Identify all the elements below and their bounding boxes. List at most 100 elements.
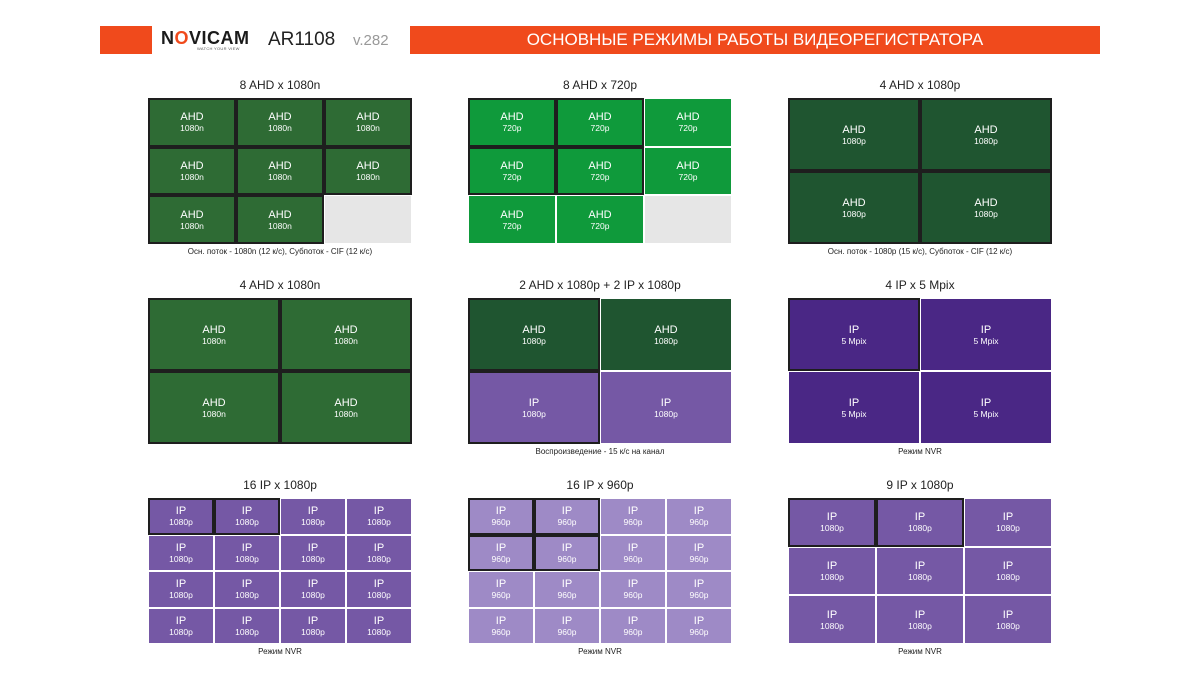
channel-grid: AHD 1080p AHD 1080p AHD 1080p AHD 1080p bbox=[788, 98, 1052, 244]
channel-cell: AHD 1080n bbox=[324, 146, 412, 196]
channel-resolution: 1080p bbox=[996, 523, 1020, 534]
channel-type: IP bbox=[241, 614, 253, 627]
channel-cell: AHD 1080n bbox=[148, 298, 280, 371]
channel-type: IP bbox=[693, 541, 705, 554]
channel-type: AHD bbox=[974, 196, 998, 209]
channel-type: IP bbox=[826, 559, 838, 572]
channel-resolution: 5 Mpix bbox=[841, 408, 867, 419]
empty-channel-cell bbox=[325, 196, 411, 243]
channel-type: IP bbox=[561, 578, 573, 591]
channel-resolution: 1080p bbox=[169, 517, 193, 528]
channel-cell: AHD 720p bbox=[645, 99, 731, 146]
channel-cell: IP 960p bbox=[667, 535, 731, 570]
channel-resolution: 960p bbox=[491, 626, 511, 637]
channel-resolution: 960p bbox=[623, 553, 643, 564]
channel-type: AHD bbox=[268, 111, 292, 124]
channel-type: IP bbox=[241, 541, 253, 554]
channel-type: IP bbox=[627, 541, 639, 554]
channel-type: AHD bbox=[500, 159, 524, 172]
channel-cell: IP 5 Mpix bbox=[788, 298, 920, 371]
channel-resolution: 1080n bbox=[334, 335, 358, 346]
channel-cell: AHD 720p bbox=[556, 98, 644, 147]
channel-resolution: 960p bbox=[491, 553, 511, 564]
channel-type: IP bbox=[561, 541, 573, 554]
channel-type: AHD bbox=[974, 123, 998, 136]
channel-cell: IP 1080p bbox=[347, 608, 411, 643]
channel-resolution: 1080p bbox=[974, 135, 998, 146]
panel-caption: Осн. поток - 1080n (12 к/с), Субпоток - … bbox=[187, 247, 373, 256]
channel-type: IP bbox=[307, 578, 319, 591]
channel-grid: IP 1080p IP 1080p IP 1080p IP 1080p IP 1080p IP 108… bbox=[788, 498, 1051, 643]
channel-cell: AHD 1080n bbox=[280, 371, 412, 444]
channel-type: IP bbox=[175, 614, 187, 627]
channel-type: IP bbox=[175, 578, 187, 591]
channel-type: IP bbox=[914, 559, 926, 572]
channel-resolution: 1080p bbox=[842, 208, 866, 219]
channel-type: IP bbox=[1002, 608, 1014, 621]
channel-grid: AHD 1080p AHD 1080p IP 1080p IP 1080p bbox=[468, 298, 731, 444]
channel-resolution: 720p bbox=[590, 123, 610, 134]
channel-type: IP bbox=[914, 608, 926, 621]
channel-cell: AHD 1080p bbox=[788, 98, 920, 171]
channel-cell: AHD 720p bbox=[645, 147, 731, 195]
channel-type: IP bbox=[307, 505, 319, 518]
channel-resolution: 1080p bbox=[301, 626, 325, 637]
panel-title: 8 AHD x 720p bbox=[562, 78, 638, 92]
channel-grid: IP 5 Mpix IP 5 Mpix IP 5 Mpix IP 5 Mpix bbox=[788, 298, 1051, 443]
channel-type: IP bbox=[373, 505, 385, 518]
channel-cell: IP 1080p bbox=[468, 371, 600, 444]
channel-type: IP bbox=[307, 541, 319, 554]
channel-resolution: 960p bbox=[623, 590, 643, 601]
channel-type: AHD bbox=[334, 323, 358, 336]
channel-cell: IP 1080p bbox=[214, 498, 280, 535]
channel-type: IP bbox=[1002, 511, 1014, 524]
channel-type: IP bbox=[848, 396, 860, 409]
header-accent-left bbox=[100, 26, 152, 54]
channel-cell: AHD 1080n bbox=[148, 98, 236, 147]
channel-type: AHD bbox=[202, 323, 226, 336]
channel-grid: AHD 1080n AHD 1080n AHD 1080n AHD 1080n AHD 1080n… bbox=[148, 98, 412, 244]
channel-resolution: 960p bbox=[557, 517, 577, 528]
channel-cell: AHD 1080n bbox=[236, 98, 324, 147]
channel-cell: IP 1080p bbox=[965, 547, 1051, 595]
channel-resolution: 5 Mpix bbox=[973, 408, 999, 419]
panel-title: 16 IP x 1080p bbox=[243, 478, 317, 492]
channel-cell: IP 1080p bbox=[788, 498, 876, 547]
channel-resolution: 1080p bbox=[301, 553, 325, 564]
channel-cell: IP 5 Mpix bbox=[921, 372, 1051, 443]
channel-cell: IP 1080p bbox=[215, 572, 279, 607]
channel-resolution: 1080p bbox=[908, 523, 932, 534]
channel-cell: IP 5 Mpix bbox=[789, 372, 919, 443]
header-bar: NOVICAM WATCH YOUR VIEW AR1108 v.282 ОСН… bbox=[100, 26, 1100, 54]
channel-cell: AHD 1080n bbox=[324, 98, 412, 147]
channel-resolution: 1080p bbox=[974, 208, 998, 219]
channel-resolution: 960p bbox=[689, 590, 709, 601]
channel-resolution: 1080p bbox=[169, 626, 193, 637]
channel-cell: IP 1080p bbox=[877, 547, 963, 595]
channel-resolution: 1080p bbox=[235, 517, 259, 528]
channel-resolution: 1080p bbox=[235, 553, 259, 564]
channel-cell: IP 1080p bbox=[789, 547, 875, 595]
brand-logo: NOVICAM bbox=[161, 28, 250, 48]
channel-type: IP bbox=[175, 541, 187, 554]
channel-cell: AHD 1080p bbox=[468, 298, 600, 371]
channel-type: IP bbox=[561, 505, 573, 518]
channel-resolution: 960p bbox=[557, 590, 577, 601]
channel-resolution: 1080n bbox=[180, 171, 204, 182]
channel-grid: AHD 720p AHD 720p AHD 720p AHD 720p AHD 720p AHD 72… bbox=[468, 98, 731, 243]
channel-cell: IP 960p bbox=[534, 534, 600, 571]
channel-type: IP bbox=[528, 396, 540, 409]
panel-caption: Режим NVR bbox=[898, 447, 942, 456]
panel-title: 4 IP x 5 Mpix bbox=[885, 278, 955, 292]
channel-resolution: 1080p bbox=[842, 135, 866, 146]
channel-type: IP bbox=[561, 614, 573, 627]
channel-type: AHD bbox=[842, 123, 866, 136]
channel-type: AHD bbox=[334, 396, 358, 409]
channel-type: IP bbox=[627, 505, 639, 518]
channel-type: IP bbox=[495, 614, 507, 627]
channel-cell: IP 1080p bbox=[281, 608, 345, 643]
channel-resolution: 960p bbox=[491, 590, 511, 601]
channel-resolution: 1080n bbox=[202, 335, 226, 346]
channel-cell: AHD 1080n bbox=[148, 146, 236, 196]
channel-resolution: 1080p bbox=[235, 626, 259, 637]
